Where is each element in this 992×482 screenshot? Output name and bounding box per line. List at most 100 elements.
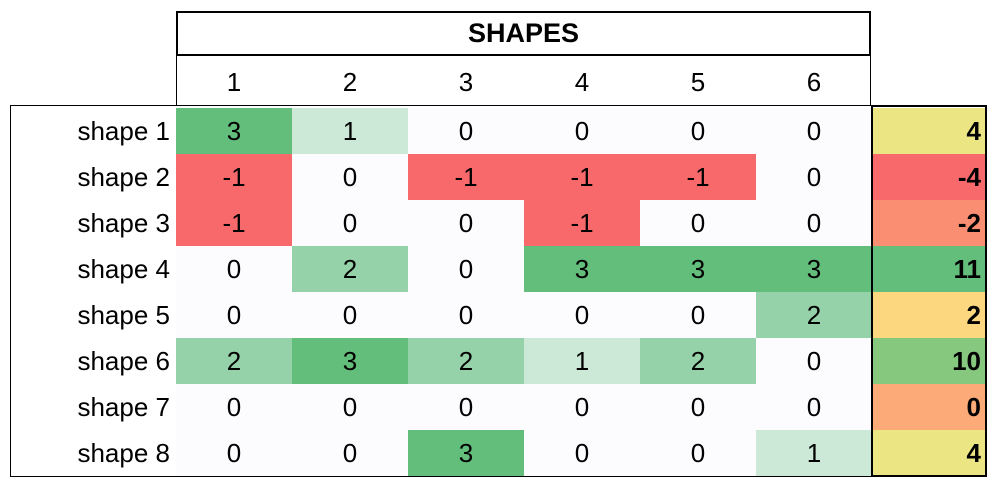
heatmap-cell <box>292 246 408 292</box>
cell-value: 3 <box>459 438 473 468</box>
heatmap-cell <box>292 154 408 200</box>
cell-value: 2 <box>459 346 473 376</box>
cell-value: 0 <box>343 392 357 422</box>
cell-value: 3 <box>227 116 241 146</box>
heatmap-cell <box>408 200 524 246</box>
column-header-frame <box>176 56 871 106</box>
total-value: 4 <box>967 438 982 468</box>
heatmap-cell <box>176 246 292 292</box>
cell-value: 0 <box>575 392 589 422</box>
cell-value: 3 <box>575 254 589 284</box>
total-value: 0 <box>967 392 981 422</box>
heatmap-cell <box>408 246 524 292</box>
row-label: shape 6 <box>77 345 170 376</box>
heatmap-cell <box>408 154 524 200</box>
cell-value: 0 <box>343 300 357 330</box>
heatmap-cell <box>640 292 756 338</box>
heatmap-cell <box>524 338 640 384</box>
heatmap-cell <box>524 108 640 154</box>
cell-value: 0 <box>691 438 705 468</box>
cell-value: 0 <box>227 438 241 468</box>
heatmap-cell <box>176 108 292 154</box>
cell-value: -1 <box>222 162 245 192</box>
cell-value: 1 <box>807 438 821 468</box>
heatmap-cell <box>292 338 408 384</box>
cell-value: -1 <box>222 208 245 238</box>
heatmap-cell <box>524 430 640 476</box>
cell-value: -1 <box>570 208 593 238</box>
cell-value: 2 <box>807 300 821 330</box>
cell-value: 0 <box>807 346 821 376</box>
total-cell <box>871 292 987 338</box>
heatmap-cell <box>756 430 872 476</box>
heatmap-cell <box>756 384 872 430</box>
total-value: 4 <box>967 116 982 146</box>
heatmap-cell <box>408 108 524 154</box>
row-label: shape 7 <box>77 391 170 422</box>
cell-value: -1 <box>686 162 709 192</box>
heatmap-cell <box>292 108 408 154</box>
cell-value: 0 <box>459 392 473 422</box>
heatmap-cell <box>176 338 292 384</box>
heatmap-cell <box>176 154 292 200</box>
cell-value: 0 <box>807 116 821 146</box>
heatmap-cell <box>524 384 640 430</box>
column-header: 2 <box>342 66 358 97</box>
cell-value: 3 <box>691 254 705 284</box>
heatmap-cell <box>524 292 640 338</box>
heatmap-cell <box>756 246 872 292</box>
cell-value: 2 <box>691 346 705 376</box>
cell-value: 0 <box>575 116 589 146</box>
cell-value: 3 <box>807 254 821 284</box>
cell-value: 1 <box>343 116 357 146</box>
total-cell <box>871 338 987 384</box>
heatmap-cell <box>640 338 756 384</box>
cell-value: 0 <box>807 208 821 238</box>
total-cell <box>871 108 987 154</box>
total-cell <box>871 384 987 430</box>
heatmap-cell <box>756 154 872 200</box>
heatmap-cell <box>408 430 524 476</box>
cell-value: 0 <box>459 300 473 330</box>
total-value: 11 <box>954 254 982 284</box>
cell-value: 0 <box>575 300 589 330</box>
heatmap-cell <box>408 338 524 384</box>
cell-value: 0 <box>343 438 357 468</box>
cell-value: 0 <box>575 438 589 468</box>
heatmap-cell <box>756 200 872 246</box>
heatmap-cell <box>756 108 872 154</box>
cell-value: 0 <box>343 162 357 192</box>
column-header: 6 <box>806 66 822 97</box>
total-value: -2 <box>958 208 981 238</box>
heatmap-cell <box>640 246 756 292</box>
heatmap-cell <box>292 430 408 476</box>
column-header: 1 <box>226 66 242 97</box>
total-cell <box>871 200 987 246</box>
row-label: shape 1 <box>77 115 170 146</box>
heatmap-cell <box>292 384 408 430</box>
heatmap-cell <box>640 200 756 246</box>
cell-value: 0 <box>807 392 821 422</box>
row-label: shape 8 <box>77 437 170 468</box>
cell-value: 0 <box>691 392 705 422</box>
heatmap-cell <box>408 384 524 430</box>
total-cell <box>871 430 987 476</box>
heatmap-cell <box>640 154 756 200</box>
cell-value: 0 <box>227 300 241 330</box>
heatmap-cell <box>176 430 292 476</box>
cell-value: 1 <box>575 346 589 376</box>
cell-value: 0 <box>807 162 821 192</box>
total-value: 2 <box>967 300 981 330</box>
heatmap-cell <box>524 154 640 200</box>
row-label: shape 4 <box>77 253 170 284</box>
heatmap-cell <box>756 338 872 384</box>
cell-value: 0 <box>343 208 357 238</box>
heatmap-cell <box>176 200 292 246</box>
total-cell <box>871 246 987 292</box>
column-header: 5 <box>690 66 706 97</box>
cell-value: 2 <box>343 254 357 284</box>
chart-title: SHAPES <box>176 11 871 56</box>
cell-value: 3 <box>343 346 357 376</box>
row-label: shape 3 <box>77 207 170 238</box>
